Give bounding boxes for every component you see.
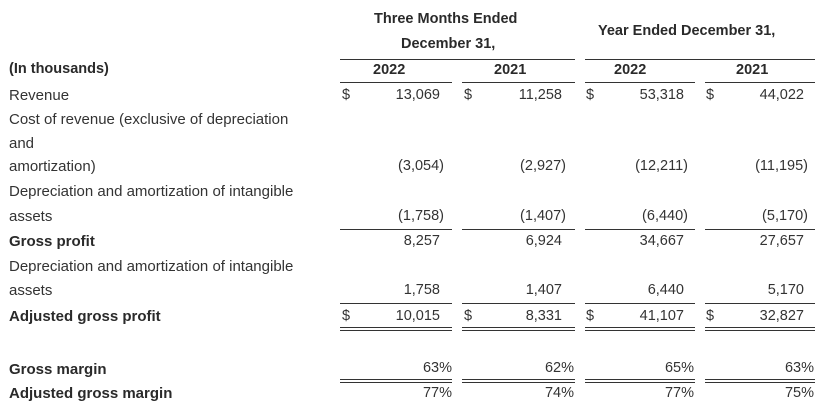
gross-profit-q-2022: 8,257 [403,233,440,249]
currency-symbol: $ [464,308,473,324]
subtotal-rule-3 [585,229,695,230]
col-underline-2 [462,82,575,83]
gross-profit-y-2022: 34,667 [639,233,684,249]
header-underline-year [585,59,815,60]
dep-amort-2-q-2021: 1,407 [525,282,562,298]
adjusted-gross-profit-q-2021: 8,331 [525,308,562,324]
cost-of-revenue-q-2022: (3,054) [398,158,444,174]
dep-amort-2-y-2022: 6,440 [647,282,684,298]
header-three-months-line1: Three Months Ended [374,11,518,27]
row-label-cost-of-revenue-2: and [9,135,35,152]
dep-amort-2-y-2021: 5,170 [767,282,804,298]
adjusted-gross-margin-y-2022: 77% [664,385,694,401]
gross-margin-q-2021: 62% [544,360,574,376]
col-underline-3 [585,82,695,83]
total-double-rule-4 [705,327,815,331]
row-label-adjusted-gross-profit: Adjusted gross profit [9,308,161,325]
total-double-rule-2 [462,327,575,331]
revenue-q-2022: 13,069 [395,87,440,103]
subtotal-rule-6 [462,303,575,304]
revenue-y-2022: 53,318 [639,87,684,103]
margin-double-rule-1 [340,379,452,383]
subtotal-rule-7 [585,303,695,304]
currency-symbol: $ [586,87,595,103]
col-header-q-2021: 2021 [494,62,527,78]
row-label-gross-margin: Gross margin [9,361,107,378]
row-label-dep-amort-1-line2: assets [9,208,53,225]
gross-margin-y-2021: 63% [784,360,814,376]
cost-of-revenue-y-2021: (11,195) [755,158,808,174]
currency-symbol: $ [586,308,595,324]
currency-symbol: $ [342,308,351,324]
col-underline-1 [340,82,452,83]
subtotal-rule-2 [462,229,575,230]
col-header-y-2022: 2022 [614,62,647,78]
currency-symbol: $ [342,87,351,103]
subtotal-rule-1 [340,229,452,230]
header-year-ended: Year Ended December 31, [598,23,776,39]
row-label-cost-of-revenue-3: amortization) [9,158,96,175]
margin-double-rule-3 [585,379,695,383]
dep-amort-1-q-2022: (1,758) [398,208,444,224]
adjusted-gross-margin-y-2021: 75% [784,385,814,401]
cost-of-revenue-q-2021: (2,927) [520,158,566,174]
row-label-gross-profit: Gross profit [9,233,95,250]
currency-symbol: $ [706,308,715,324]
dep-amort-1-q-2021: (1,407) [520,208,566,224]
adjusted-gross-margin-q-2021: 74% [544,385,574,401]
currency-symbol: $ [706,87,715,103]
revenue-y-2021: 44,022 [759,87,804,103]
col-underline-4 [705,82,815,83]
dep-amort-2-q-2022: 1,758 [403,282,440,298]
margin-double-rule-4 [705,379,815,383]
adjusted-gross-margin-q-2022: 77% [422,385,452,401]
dep-amort-1-y-2022: (6,440) [642,208,688,224]
gross-margin-y-2022: 65% [664,360,694,376]
dep-amort-1-y-2021: (5,170) [762,208,808,224]
gross-margin-q-2022: 63% [422,360,452,376]
row-label-adjusted-gross-margin: Adjusted gross margin [9,385,173,402]
row-label-dep-amort-1-line1: Depreciation and amortization of intangi… [9,183,294,200]
gross-profit-y-2021: 27,657 [759,233,804,249]
row-label-cost-of-revenue-1: Cost of revenue (exclusive of depreciati… [9,111,289,128]
row-label-dep-amort-2-line2: assets [9,282,53,299]
revenue-q-2021: 11,258 [518,87,562,103]
subtotal-rule-8 [705,303,815,304]
subtotal-rule-4 [705,229,815,230]
cost-of-revenue-y-2022: (12,211) [635,158,688,174]
subtotal-rule-5 [340,303,452,304]
col-header-q-2022: 2022 [373,62,406,78]
margin-double-rule-2 [462,379,575,383]
total-double-rule-3 [585,327,695,331]
gross-profit-q-2021: 6,924 [525,233,562,249]
currency-symbol: $ [464,87,473,103]
col-header-y-2021: 2021 [736,62,769,78]
row-label-dep-amort-2-line1: Depreciation and amortization of intangi… [9,258,294,275]
adjusted-gross-profit-y-2021: 32,827 [759,308,804,324]
header-underline-three-months [340,59,575,60]
total-double-rule-1 [340,327,452,331]
units-label: (In thousands) [9,61,109,77]
row-label-revenue: Revenue [9,87,70,104]
header-three-months-line2: December 31, [401,36,496,52]
adjusted-gross-profit-y-2022: 41,107 [639,308,684,324]
adjusted-gross-profit-q-2022: 10,015 [395,308,440,324]
